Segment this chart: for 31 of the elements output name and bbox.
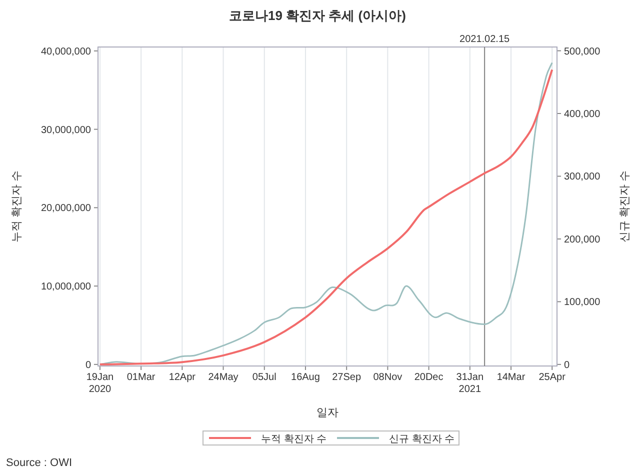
x-tick-label: 05Jul <box>252 372 276 383</box>
legend-label: 신규 확진자 수 <box>389 434 455 445</box>
x-tick-label: 14Mar <box>496 372 526 383</box>
source-note: Source : OWI <box>6 457 72 469</box>
ref-line-label: 2021.02.15 <box>460 34 510 45</box>
y-tick-label: 10,000,000 <box>40 282 92 293</box>
y2-tick-label: 0 <box>564 360 570 371</box>
y-tick-label: 40,000,000 <box>40 46 92 58</box>
x-tick-label: 25Apr <box>538 372 566 383</box>
x-tick-label: 19Jan 2020 <box>86 372 114 395</box>
y-tick-label: 30,000,000 <box>40 124 92 136</box>
y-tick-label: 20,000,000 <box>40 203 92 214</box>
chart-title: 코로나19 확진자 추세 (아시아) <box>229 8 406 23</box>
x-tick-label: 24May <box>208 372 238 383</box>
y2-tick-label: 500,000 <box>564 46 601 58</box>
x-tick-label: 16Aug <box>291 372 320 383</box>
y-axis-title: 누적 확진자 수 <box>11 170 23 243</box>
x-tick-label: 08Nov <box>373 372 402 383</box>
x-tick-label: 27Sep <box>332 372 362 383</box>
y2-tick-label: 200,000 <box>564 234 601 246</box>
x-tick-label: 31Jan 2021 <box>456 372 484 395</box>
y2-tick-label: 100,000 <box>564 297 601 308</box>
y2-tick-label: 300,000 <box>564 172 601 183</box>
legend-label: 누적 확진자 수 <box>261 434 327 445</box>
x-tick-label: 20Dec <box>414 372 444 383</box>
y-tick-label: 0 <box>85 360 92 371</box>
x-tick-label: 01Mar <box>126 372 156 383</box>
y2-tick-label: 400,000 <box>564 109 601 120</box>
x-axis-title: 일자 <box>316 407 338 419</box>
y2-axis-title: 신규 확진자 수 <box>619 170 631 243</box>
x-tick-label: 12Apr <box>168 372 196 383</box>
